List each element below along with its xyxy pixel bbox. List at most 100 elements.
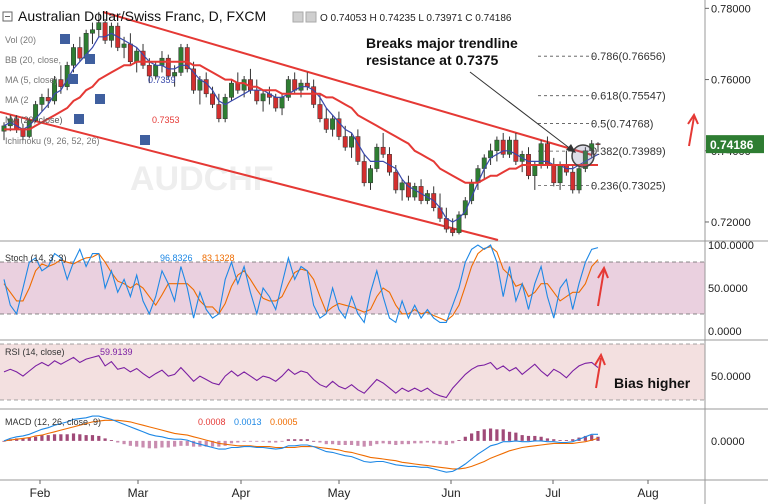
legend-rsi[interactable]: RSI (14, close) xyxy=(5,347,65,357)
candle-body[interactable] xyxy=(77,47,83,59)
candle-body[interactable] xyxy=(52,79,58,102)
header-visibility-button[interactable] xyxy=(305,11,317,23)
macd-main-line[interactable] xyxy=(3,415,598,473)
rsi-band xyxy=(0,344,705,400)
candle-body[interactable] xyxy=(494,139,500,152)
candle-body[interactable] xyxy=(140,50,146,66)
macd-histogram-bar xyxy=(135,440,139,447)
candle-body[interactable] xyxy=(273,97,279,109)
candle-body[interactable] xyxy=(532,164,538,176)
candle-body[interactable] xyxy=(71,47,76,66)
macd-histogram-bar xyxy=(210,440,215,447)
candle-body[interactable] xyxy=(456,214,462,233)
macd-histogram-bar xyxy=(166,440,170,448)
candle-body[interactable] xyxy=(216,104,222,119)
trend-channel xyxy=(0,11,593,241)
candle-body[interactable] xyxy=(222,97,228,119)
candle-body[interactable] xyxy=(146,65,152,77)
candle-body[interactable] xyxy=(285,79,291,98)
channel-lower-line[interactable] xyxy=(0,111,499,241)
channel-upper-line[interactable] xyxy=(102,11,593,156)
candle-body[interactable] xyxy=(134,50,140,62)
legend-macd[interactable]: MACD (12, 26, close, 9) xyxy=(5,417,101,427)
candle-body[interactable] xyxy=(260,93,266,102)
candle-body[interactable] xyxy=(361,161,367,184)
candle-body[interactable] xyxy=(450,228,456,233)
candle-body[interactable] xyxy=(336,118,342,137)
stoch-d-line[interactable] xyxy=(3,246,599,322)
candle-body[interactable] xyxy=(191,68,197,91)
candle-body[interactable] xyxy=(102,22,108,41)
legend-bb[interactable]: BB (20, close, xyxy=(5,55,61,65)
candle-body[interactable] xyxy=(317,104,323,119)
candle-body[interactable] xyxy=(58,79,64,87)
legend-gear-button-ma2[interactable] xyxy=(95,94,105,104)
legend-stoch[interactable]: Stoch (14, 3, 3) xyxy=(5,253,67,263)
candle-body[interactable] xyxy=(184,47,190,70)
candle-body[interactable] xyxy=(254,89,260,102)
candle-body[interactable] xyxy=(405,182,411,198)
candle-body[interactable] xyxy=(45,97,51,102)
candle-body[interactable] xyxy=(323,118,329,130)
candle-body[interactable] xyxy=(229,82,234,98)
candle-body[interactable] xyxy=(393,171,399,191)
candle-body[interactable] xyxy=(127,43,133,62)
ma5-line[interactable] xyxy=(3,32,599,223)
candle-body[interactable] xyxy=(90,29,95,34)
candle-body[interactable] xyxy=(576,168,582,191)
candle-body[interactable] xyxy=(121,43,127,48)
ma20-line[interactable] xyxy=(4,60,598,184)
legend-gear-button-ichimoku[interactable] xyxy=(140,135,150,145)
candle-body[interactable] xyxy=(355,136,361,162)
candle-body[interactable] xyxy=(513,139,519,162)
candle-body[interactable] xyxy=(349,136,355,148)
series-collapse-toggle[interactable] xyxy=(2,11,13,22)
candle-body[interactable] xyxy=(39,97,45,105)
candle-body[interactable] xyxy=(443,218,449,230)
macd-histogram-bar xyxy=(179,440,183,446)
legend-vol[interactable]: Vol (20) xyxy=(5,35,36,45)
candle-body[interactable] xyxy=(292,79,298,91)
candle-body[interactable] xyxy=(595,143,601,145)
candle-body[interactable] xyxy=(96,22,102,30)
legend-ichimoku[interactable]: Ichimoku (9, 26, 52, 26) xyxy=(5,136,100,146)
candle-body[interactable] xyxy=(500,139,506,155)
candle-body[interactable] xyxy=(374,146,380,169)
symbol-title: Australian Dollar/Swiss Franc, D, FXCM xyxy=(18,8,266,24)
candle-body[interactable] xyxy=(507,139,512,155)
macd-signal-line[interactable] xyxy=(3,419,599,470)
legend-ma5[interactable]: MA (5, close) xyxy=(5,75,58,85)
rsi-line-path[interactable] xyxy=(3,355,599,399)
candle-body[interactable] xyxy=(210,93,215,105)
header-settings-button[interactable] xyxy=(292,11,304,23)
macd-histogram-bar xyxy=(46,435,50,441)
candle-body[interactable] xyxy=(387,154,392,173)
candle-body[interactable] xyxy=(412,186,418,198)
candle-body[interactable] xyxy=(203,79,209,95)
candle-body[interactable] xyxy=(172,72,178,77)
legend-gear-button-vol[interactable] xyxy=(60,34,70,44)
candle-body[interactable] xyxy=(235,82,241,91)
candle-body[interactable] xyxy=(197,79,203,91)
legend-ma20[interactable]: MA (20, close) xyxy=(5,115,63,125)
candle-body[interactable] xyxy=(279,97,285,109)
macd-histogram-bar xyxy=(71,433,76,441)
candle-body[interactable] xyxy=(551,164,557,184)
legend-gear-button-ma20[interactable] xyxy=(74,114,84,124)
candle-body[interactable] xyxy=(570,171,576,191)
candle-body[interactable] xyxy=(342,136,348,148)
ohlc-values: O 0.74053 H 0.74235 L 0.73971 C 0.74186 xyxy=(320,13,512,24)
candle-body[interactable] xyxy=(178,47,184,73)
candle-body[interactable] xyxy=(368,168,373,184)
candle-body[interactable] xyxy=(33,104,39,121)
candle-body[interactable] xyxy=(399,182,405,191)
candle-body[interactable] xyxy=(311,86,317,105)
stoch-k-line[interactable] xyxy=(3,244,599,324)
candle-body[interactable] xyxy=(380,146,386,155)
legend-ma2x[interactable]: MA (2 xyxy=(5,95,29,105)
legend-gear-button-ma5[interactable] xyxy=(68,74,78,84)
candle-body[interactable] xyxy=(330,118,336,130)
macd-histogram-bar xyxy=(476,430,480,441)
legend-gear-button-bb[interactable] xyxy=(85,54,95,64)
candle-body[interactable] xyxy=(557,164,563,184)
